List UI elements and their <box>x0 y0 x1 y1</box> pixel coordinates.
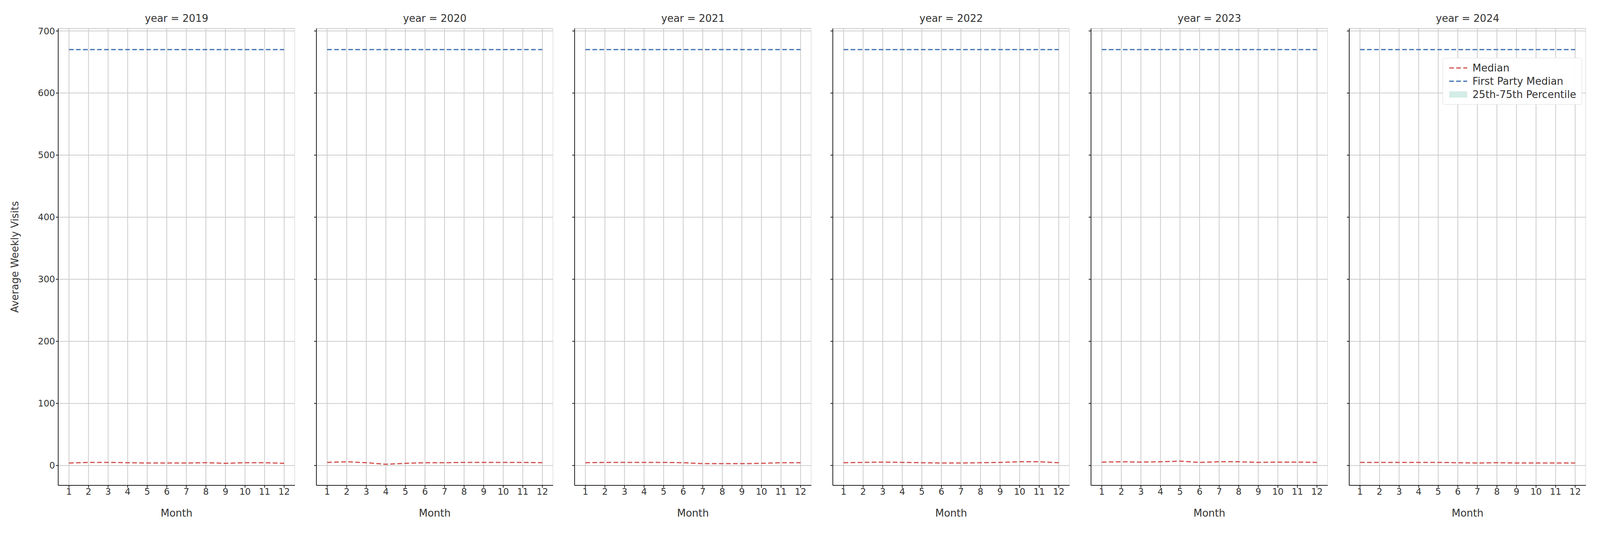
svg-text:8: 8 <box>719 486 726 497</box>
svg-text:Average Weekly Visits: Average Weekly Visits <box>8 201 21 313</box>
svg-text:6: 6 <box>1455 486 1461 497</box>
svg-text:12: 12 <box>536 486 549 497</box>
svg-text:5: 5 <box>144 486 151 497</box>
svg-text:4: 4 <box>1415 486 1422 497</box>
svg-text:700: 700 <box>37 26 56 37</box>
svg-text:8: 8 <box>1235 486 1242 497</box>
svg-text:9: 9 <box>222 486 229 497</box>
svg-text:1: 1 <box>66 486 72 497</box>
svg-text:8: 8 <box>1494 486 1500 497</box>
svg-text:5: 5 <box>919 486 925 497</box>
svg-text:7: 7 <box>1216 486 1223 497</box>
svg-text:6: 6 <box>164 486 170 497</box>
svg-text:0: 0 <box>49 460 56 471</box>
html-text:year = 2021: year = 2021 <box>661 12 725 25</box>
html-text:Median: Median <box>1472 62 1510 74</box>
svg-text:5: 5 <box>402 486 409 497</box>
svg-text:5: 5 <box>1435 486 1442 497</box>
svg-text:3: 3 <box>1137 486 1144 497</box>
svg-text:11: 11 <box>258 486 271 497</box>
svg-text:12: 12 <box>1053 486 1065 497</box>
svg-text:9: 9 <box>739 486 745 497</box>
svg-text:7: 7 <box>441 486 448 497</box>
svg-text:1: 1 <box>1098 486 1105 497</box>
svg-text:7: 7 <box>700 486 706 497</box>
svg-text:7: 7 <box>958 486 965 497</box>
svg-text:600: 600 <box>37 87 56 99</box>
svg-text:Month: Month <box>160 507 193 520</box>
svg-text:2: 2 <box>860 486 867 497</box>
svg-text:8: 8 <box>461 486 468 497</box>
svg-text:10: 10 <box>239 486 251 497</box>
svg-text:9: 9 <box>1255 486 1262 497</box>
svg-text:10: 10 <box>497 486 509 497</box>
html-text:year = 2023: year = 2023 <box>1177 12 1242 25</box>
svg-text:10: 10 <box>755 486 768 497</box>
html-text:25th-75th Percentile: 25th-75th Percentile <box>1472 88 1577 101</box>
svg-text:5: 5 <box>660 486 667 497</box>
svg-text:2: 2 <box>601 486 608 497</box>
svg-text:Month: Month <box>1451 507 1484 520</box>
svg-text:3: 3 <box>1396 486 1402 497</box>
html-text:year = 2022: year = 2022 <box>919 12 983 25</box>
svg-text:9: 9 <box>480 486 487 497</box>
html-text:First Party Median: First Party Median <box>1472 75 1564 88</box>
svg-text:6: 6 <box>1196 486 1203 497</box>
svg-text:4: 4 <box>1157 486 1164 497</box>
svg-text:11: 11 <box>1291 486 1304 497</box>
svg-text:10: 10 <box>1530 486 1542 497</box>
svg-text:6: 6 <box>938 486 945 497</box>
html-text:year = 2020: year = 2020 <box>403 12 467 25</box>
svg-text:9: 9 <box>997 486 1004 497</box>
svg-text:2: 2 <box>85 486 92 497</box>
svg-text:11: 11 <box>1033 486 1045 497</box>
svg-text:12: 12 <box>1311 486 1323 497</box>
svg-text:Month: Month <box>1193 507 1226 520</box>
svg-text:1: 1 <box>324 486 331 497</box>
svg-text:9: 9 <box>1513 486 1520 497</box>
svg-text:3: 3 <box>363 486 370 497</box>
svg-text:6: 6 <box>680 486 687 497</box>
svg-text:11: 11 <box>517 486 529 497</box>
html-text:year = 2024: year = 2024 <box>1435 12 1500 25</box>
svg-text:8: 8 <box>203 486 209 497</box>
svg-text:7: 7 <box>183 486 190 497</box>
svg-text:Month: Month <box>418 507 451 520</box>
svg-text:10: 10 <box>1272 486 1284 497</box>
svg-text:100: 100 <box>37 398 56 409</box>
svg-text:1: 1 <box>1357 486 1363 497</box>
svg-text:1: 1 <box>582 486 589 497</box>
svg-text:2: 2 <box>1118 486 1125 497</box>
svg-text:2: 2 <box>343 486 350 497</box>
svg-text:5: 5 <box>1177 486 1184 497</box>
svg-text:6: 6 <box>422 486 429 497</box>
svg-text:4: 4 <box>124 486 131 497</box>
svg-text:10: 10 <box>1014 486 1026 497</box>
svg-text:200: 200 <box>37 336 56 347</box>
svg-text:12: 12 <box>278 486 290 497</box>
svg-text:4: 4 <box>641 486 647 497</box>
svg-text:3: 3 <box>621 486 628 497</box>
svg-text:4: 4 <box>899 486 906 497</box>
svg-text:7: 7 <box>1474 486 1481 497</box>
svg-text:Month: Month <box>935 507 968 520</box>
svg-text:1: 1 <box>840 486 847 497</box>
svg-text:4: 4 <box>382 486 389 497</box>
svg-text:8: 8 <box>977 486 984 497</box>
svg-text:3: 3 <box>105 486 111 497</box>
html-text:year = 2019: year = 2019 <box>144 12 209 25</box>
svg-text:12: 12 <box>794 486 807 497</box>
svg-text:Month: Month <box>676 507 709 520</box>
svg-text:500: 500 <box>37 150 56 161</box>
svg-text:11: 11 <box>1550 486 1562 497</box>
svg-text:300: 300 <box>37 274 56 285</box>
svg-text:400: 400 <box>37 212 56 223</box>
svg-text:2: 2 <box>1376 486 1383 497</box>
svg-text:12: 12 <box>1569 486 1581 497</box>
svg-text:11: 11 <box>775 486 787 497</box>
svg-text:3: 3 <box>879 486 886 497</box>
